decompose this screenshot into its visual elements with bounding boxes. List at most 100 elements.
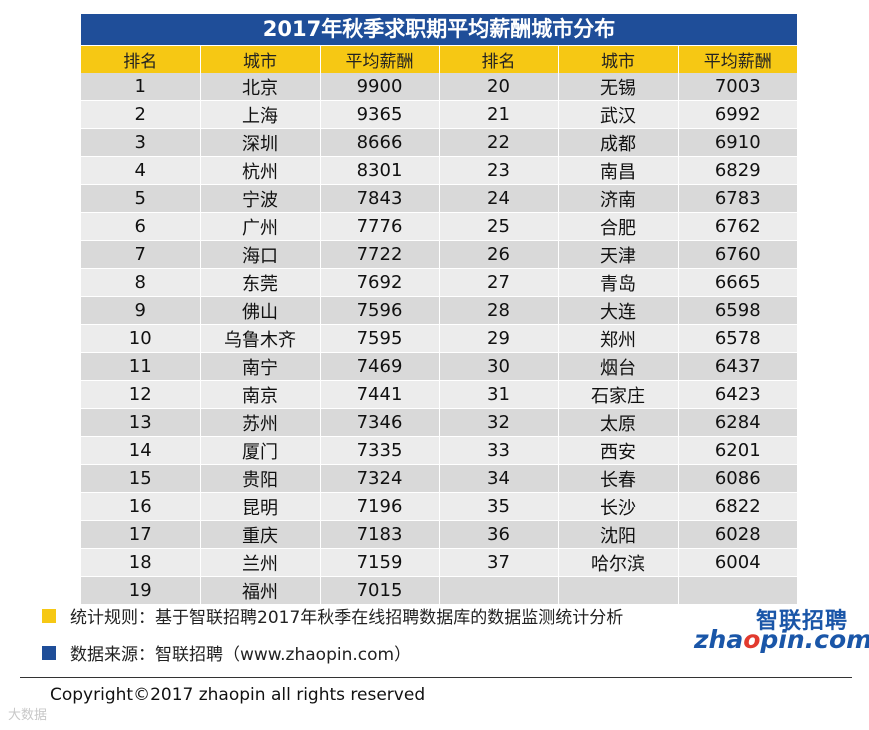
header-salary: 平均薪酬 — [320, 46, 440, 73]
rank-cell: 7 — [81, 240, 201, 269]
salary-cell: 7441 — [320, 380, 440, 409]
city-cell: 成都 — [558, 128, 679, 157]
city-cell: 西安 — [558, 436, 679, 465]
salary-cell: 7776 — [320, 212, 440, 241]
table-row: 6 广州 7776 25 合肥 6762 — [81, 212, 797, 241]
city-cell: 广州 — [200, 212, 321, 241]
city-cell: 贵阳 — [200, 464, 321, 493]
city-cell: 福州 — [200, 576, 321, 605]
city-cell: 重庆 — [200, 520, 321, 549]
city-cell: 沈阳 — [558, 520, 679, 549]
city-cell: 东莞 — [200, 268, 321, 297]
rank-cell: 8 — [81, 268, 201, 297]
table-row: 7 海口 7722 26 天津 6760 — [81, 240, 797, 269]
table-row: 14 厦门 7335 33 西安 6201 — [81, 436, 797, 465]
table-row: 19 福州 7015 — [81, 576, 797, 605]
salary-cell: 8301 — [320, 156, 440, 185]
city-cell: 青岛 — [558, 268, 679, 297]
header-city: 城市 — [200, 46, 321, 73]
rank-cell: 9 — [81, 296, 201, 325]
data-source-text: 数据来源：智联招聘（www.zhaopin.com） — [70, 645, 412, 665]
city-cell: 济南 — [558, 184, 679, 213]
rank-cell: 18 — [81, 548, 201, 577]
rank-cell: 11 — [81, 352, 201, 381]
city-cell: 杭州 — [200, 156, 321, 185]
table-row: 16 昆明 7196 35 长沙 6822 — [81, 492, 797, 521]
salary-cell: 6423 — [678, 380, 797, 409]
watermark: 大数据 — [8, 708, 48, 723]
city-cell: 上海 — [200, 100, 321, 129]
salary-cell: 6284 — [678, 408, 797, 437]
rank-cell: 37 — [439, 548, 559, 577]
salary-cell: 6437 — [678, 352, 797, 381]
city-cell: 深圳 — [200, 128, 321, 157]
city-cell: 石家庄 — [558, 380, 679, 409]
salary-cell: 6201 — [678, 436, 797, 465]
salary-cell: 7469 — [320, 352, 440, 381]
salary-cell: 7183 — [320, 520, 440, 549]
city-cell: 佛山 — [200, 296, 321, 325]
salary-table: 排名 城市 平均薪酬 排名 城市 平均薪酬 1 北京 9900 20 无锡 7003 2 上海… — [81, 46, 797, 605]
salary-cell: 6822 — [678, 492, 797, 521]
city-cell: 苏州 — [200, 408, 321, 437]
header-rank: 排名 — [81, 46, 201, 73]
city-cell: 太原 — [558, 408, 679, 437]
table-row: 17 重庆 7183 36 沈阳 6028 — [81, 520, 797, 549]
salary-cell: 8666 — [320, 128, 440, 157]
header-city: 城市 — [558, 46, 679, 73]
salary-cell: 7159 — [320, 548, 440, 577]
salary-cell: 6783 — [678, 184, 797, 213]
city-cell: 天津 — [558, 240, 679, 269]
rank-cell: 4 — [81, 156, 201, 185]
zhaopin-logo: 智联招聘 zhaopin.com — [694, 603, 869, 655]
table-row: 5 宁波 7843 24 济南 6783 — [81, 184, 797, 213]
copyright: Copyright©2017 zhaopin all rights reserv… — [50, 685, 426, 705]
rank-cell: 25 — [439, 212, 559, 241]
city-cell: 乌鲁木齐 — [200, 324, 321, 353]
city-cell: 长沙 — [558, 492, 679, 521]
header-row: 排名 城市 平均薪酬 排名 城市 平均薪酬 — [81, 46, 797, 73]
rank-cell: 21 — [439, 100, 559, 129]
salary-cell: 6578 — [678, 324, 797, 353]
salary-cell: 9900 — [320, 73, 440, 101]
table-row: 8 东莞 7692 27 青岛 6665 — [81, 268, 797, 297]
rank-cell: 3 — [81, 128, 201, 157]
rank-cell: 24 — [439, 184, 559, 213]
rank-cell: 19 — [81, 576, 201, 605]
salary-cell: 6665 — [678, 268, 797, 297]
table-row: 12 南京 7441 31 石家庄 6423 — [81, 380, 797, 409]
logo-english: zhaopin.com — [694, 625, 869, 654]
salary-cell: 6992 — [678, 100, 797, 129]
salary-cell — [678, 576, 797, 605]
rank-cell — [439, 576, 559, 605]
table-row: 18 兰州 7159 37 哈尔滨 6004 — [81, 548, 797, 577]
table-row: 10 乌鲁木齐 7595 29 郑州 6578 — [81, 324, 797, 353]
rank-cell: 12 — [81, 380, 201, 409]
rank-cell: 29 — [439, 324, 559, 353]
yellow-square-icon — [42, 608, 56, 623]
city-cell: 南京 — [200, 380, 321, 409]
table-row: 11 南宁 7469 30 烟台 6437 — [81, 352, 797, 381]
stat-rule-note: 统计规则：基于智联招聘2017年秋季在线招聘数据库的数据监测统计分析 — [42, 603, 623, 628]
salary-cell: 6004 — [678, 548, 797, 577]
salary-cell: 6028 — [678, 520, 797, 549]
rank-cell: 32 — [439, 408, 559, 437]
salary-cell: 6760 — [678, 240, 797, 269]
header-salary: 平均薪酬 — [678, 46, 797, 73]
rank-cell: 2 — [81, 100, 201, 129]
table-row: 9 佛山 7596 28 大连 6598 — [81, 296, 797, 325]
city-cell: 郑州 — [558, 324, 679, 353]
city-cell: 哈尔滨 — [558, 548, 679, 577]
salary-cell: 7595 — [320, 324, 440, 353]
salary-cell: 7324 — [320, 464, 440, 493]
table-title: 2017年秋季求职期平均薪酬城市分布 — [81, 14, 797, 45]
salary-cell: 7196 — [320, 492, 440, 521]
rank-cell: 28 — [439, 296, 559, 325]
rank-cell: 31 — [439, 380, 559, 409]
city-cell: 无锡 — [558, 73, 679, 101]
rank-cell: 27 — [439, 268, 559, 297]
rank-cell: 26 — [439, 240, 559, 269]
rank-cell: 34 — [439, 464, 559, 493]
salary-cell: 7692 — [320, 268, 440, 297]
rank-cell: 22 — [439, 128, 559, 157]
